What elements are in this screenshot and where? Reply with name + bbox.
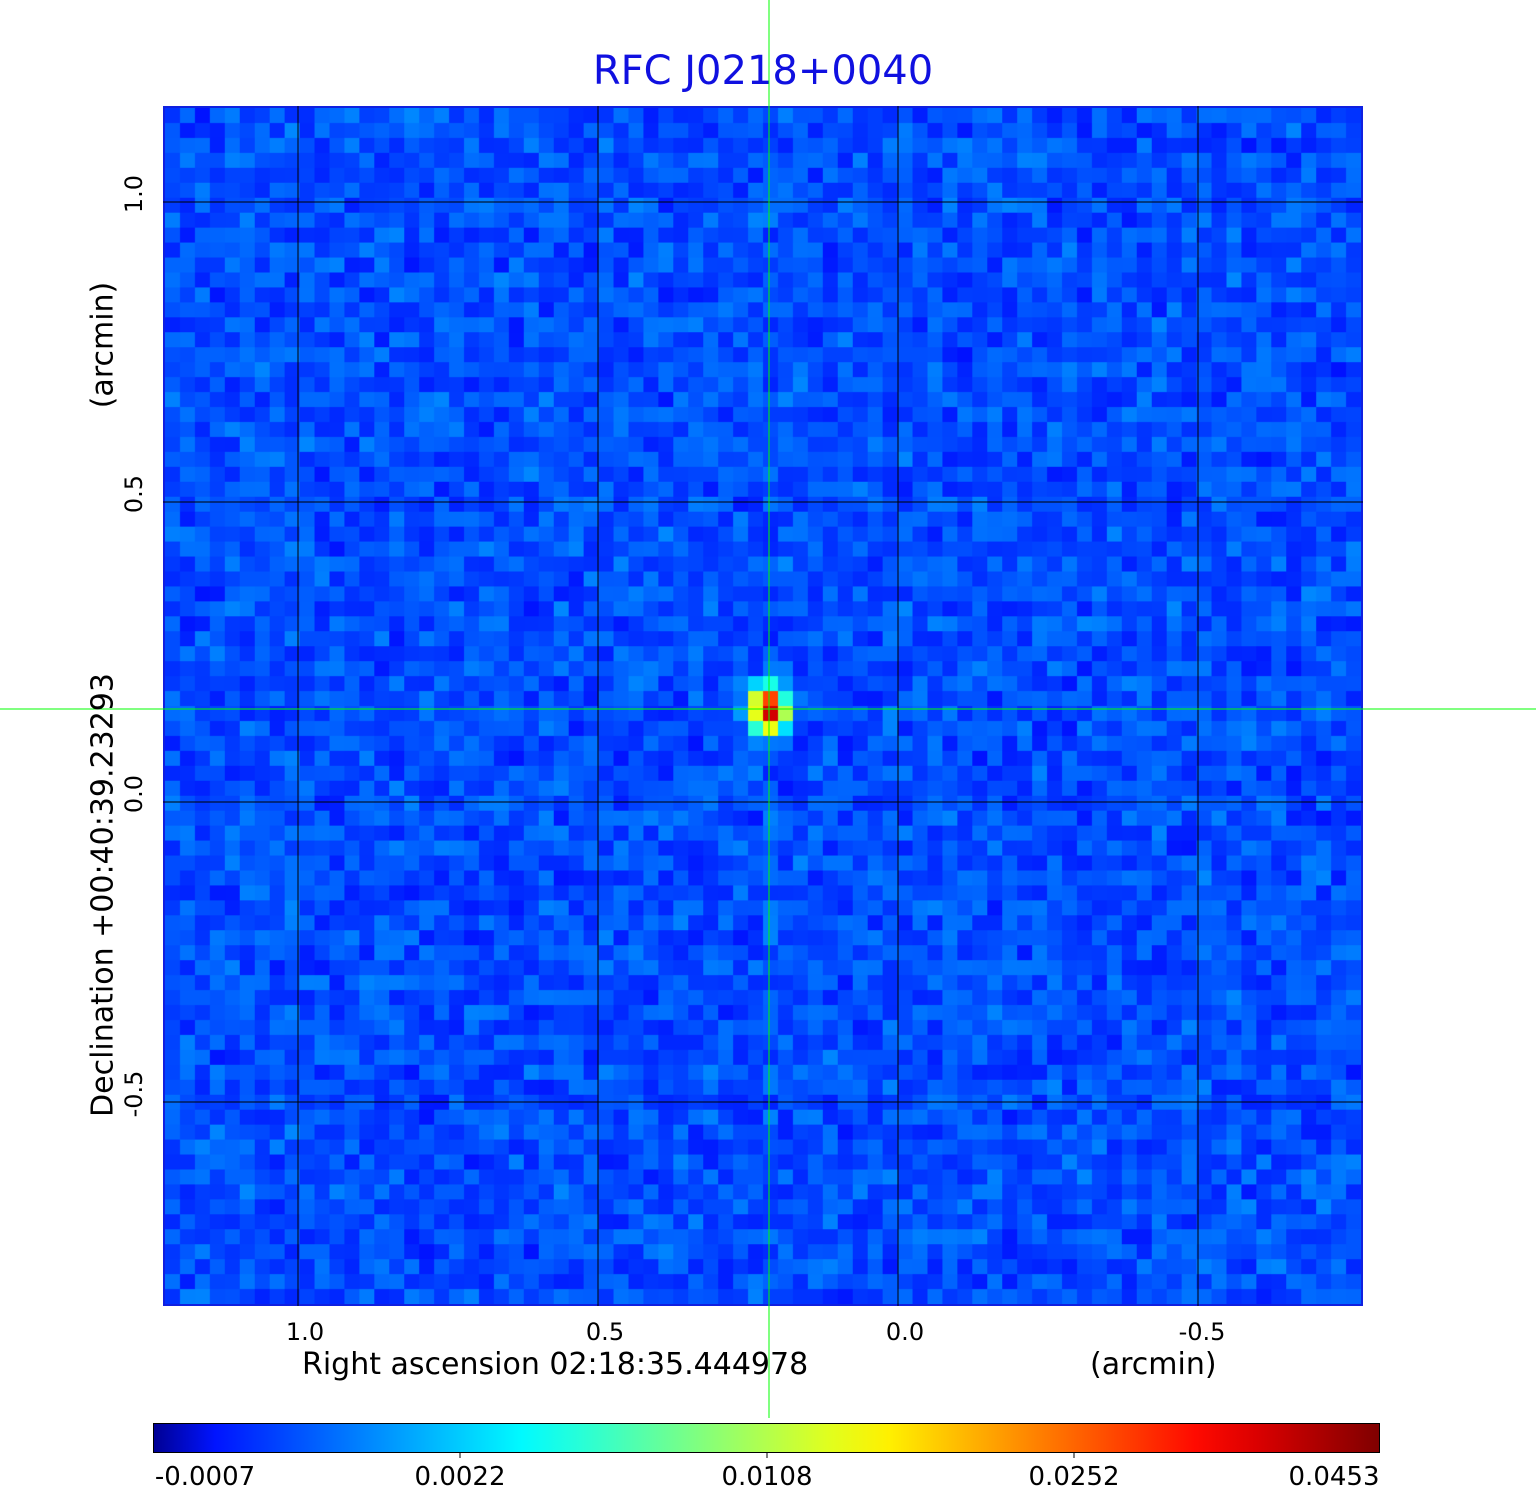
y-axis-label: Declination +00:40:39.23293: [85, 673, 121, 1117]
colorbar-tick-label: -0.0007: [154, 1462, 256, 1492]
colorbar: [153, 1423, 1380, 1453]
x-axis-label: Right ascension 02:18:35.444978: [302, 1347, 809, 1382]
x-tick-label: 0.5: [585, 1318, 625, 1346]
y-tick-label: 0.0: [120, 774, 148, 814]
colorbar-tick-label: 0.0252: [1028, 1462, 1120, 1492]
colorbar-tick-label: 0.0108: [721, 1462, 813, 1492]
x-axis-unit: (arcmin): [1090, 1347, 1217, 1382]
y-tick-label: 0.5: [120, 474, 148, 514]
y-tick-label: -0.5: [120, 1070, 148, 1118]
x-tick-label: 0.0: [885, 1318, 925, 1346]
x-tick-label: -0.5: [1178, 1318, 1226, 1346]
y-tick-label: 1.0: [120, 174, 148, 214]
y-axis-unit: (arcmin): [85, 281, 121, 409]
x-tick-label: 1.0: [285, 1318, 325, 1346]
colorbar-tick-label: 0.0022: [414, 1462, 506, 1492]
colorbar-tick-label: 0.0453: [1288, 1462, 1380, 1492]
intensity-map: [163, 106, 1363, 1306]
chart-title: RFC J0218+0040: [592, 48, 934, 94]
